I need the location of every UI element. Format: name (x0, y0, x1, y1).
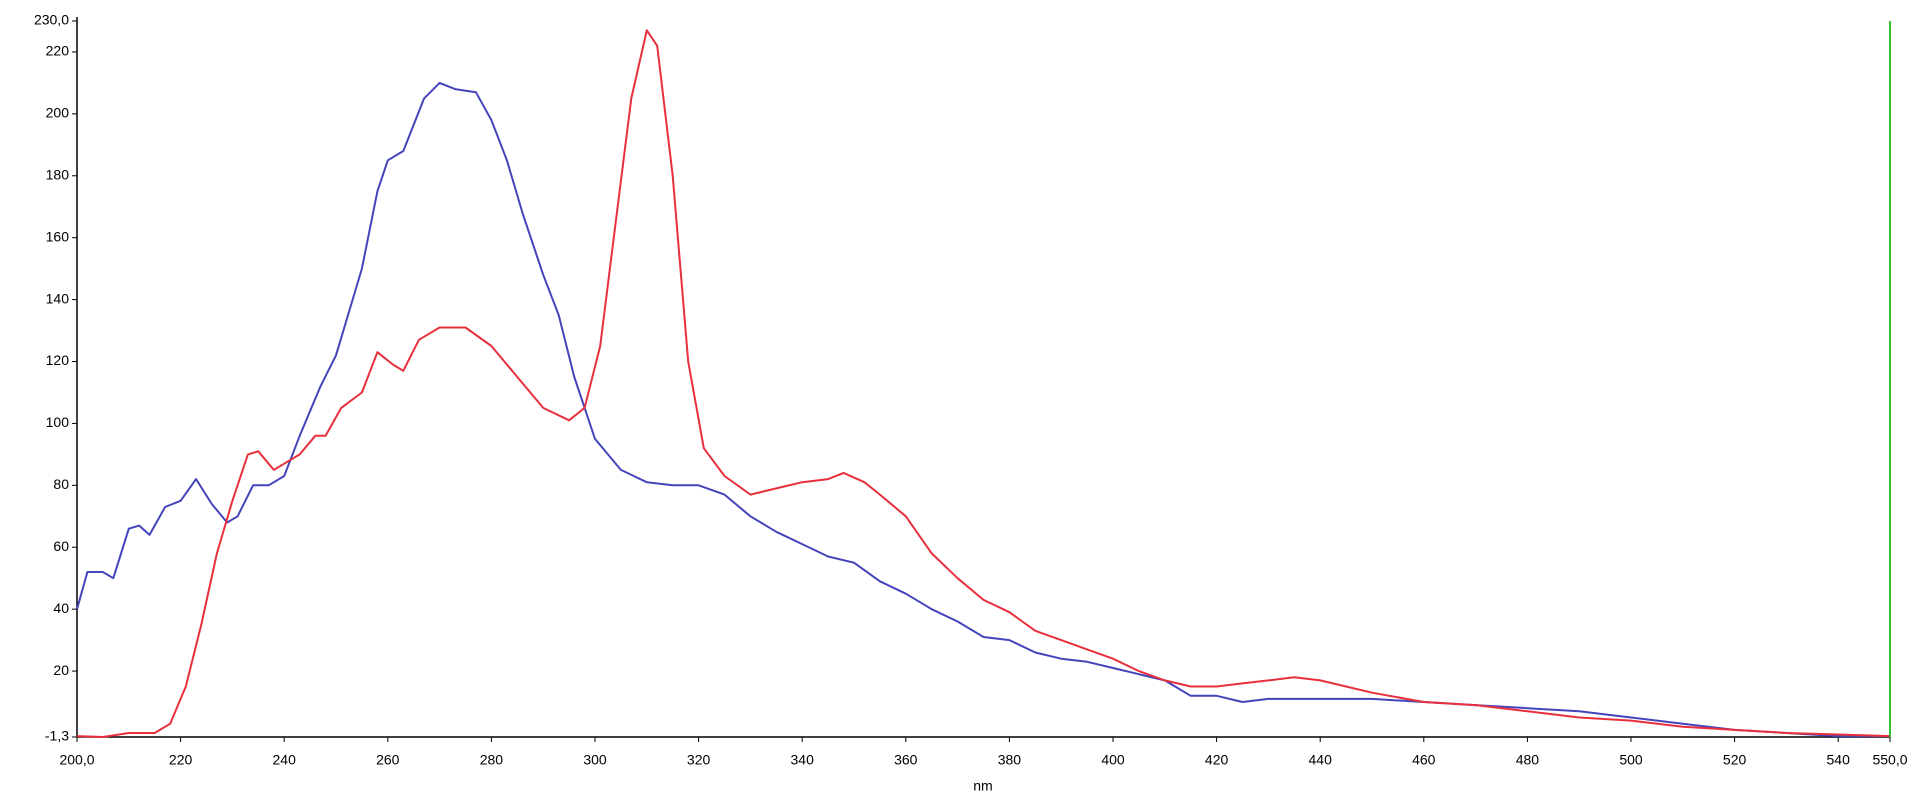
line-series (76, 81, 1890, 738)
y-tick-label: 180 (46, 166, 70, 182)
x-tick-label: 220 (169, 752, 193, 768)
x-tick-label: 420 (1205, 752, 1229, 768)
y-tick-label: 160 (46, 228, 70, 244)
y-tick-label: 220 (46, 43, 70, 59)
y-tick-label: -1,3 (45, 728, 69, 744)
y-tick-label: 120 (46, 352, 70, 368)
line-series (76, 29, 1891, 738)
x-tick-label: 280 (480, 752, 504, 768)
x-tick-label: 480 (1516, 752, 1540, 768)
x-tick-label: 200,0 (59, 752, 94, 768)
y-tick-label: 60 (53, 538, 69, 554)
y-tick-label: 140 (46, 290, 70, 306)
x-tick-label: 340 (791, 752, 815, 768)
x-tick-label: 300 (583, 752, 607, 768)
x-tick-label: 540 (1827, 752, 1851, 768)
y-tick-label: 40 (53, 600, 69, 616)
x-tick-label: 320 (687, 752, 711, 768)
y-tick-label: 100 (46, 414, 70, 430)
x-tick-label: 520 (1723, 752, 1747, 768)
x-tick-label: 400 (1101, 752, 1125, 768)
x-tick-label: 240 (273, 752, 297, 768)
y-tick-label: 200 (46, 105, 70, 121)
x-tick-label: 460 (1412, 752, 1436, 768)
x-tick-label: 440 (1309, 752, 1333, 768)
x-tick-label: 550,0 (1872, 752, 1907, 768)
y-tick-label: 20 (53, 662, 69, 678)
x-tick-label: 260 (376, 752, 400, 768)
x-tick-label: 500 (1619, 752, 1643, 768)
x-axis-label: nm (973, 778, 992, 794)
x-tick-label: 360 (894, 752, 918, 768)
y-tick-label: 80 (53, 476, 69, 492)
y-tick-label: 230,0 (34, 12, 69, 28)
x-tick-label: 380 (998, 752, 1022, 768)
